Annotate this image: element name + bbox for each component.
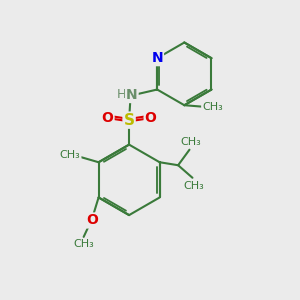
Text: CH₃: CH₃ — [202, 102, 223, 112]
Text: O: O — [145, 111, 157, 125]
Text: O: O — [86, 214, 98, 227]
Text: N: N — [126, 88, 138, 102]
Text: CH₃: CH₃ — [60, 150, 81, 161]
Text: CH₃: CH₃ — [181, 137, 201, 147]
Text: O: O — [102, 111, 113, 125]
Text: S: S — [124, 112, 135, 128]
Text: CH₃: CH₃ — [184, 181, 204, 190]
Text: N: N — [152, 51, 163, 65]
Text: CH₃: CH₃ — [73, 239, 94, 249]
Text: H: H — [116, 88, 126, 101]
